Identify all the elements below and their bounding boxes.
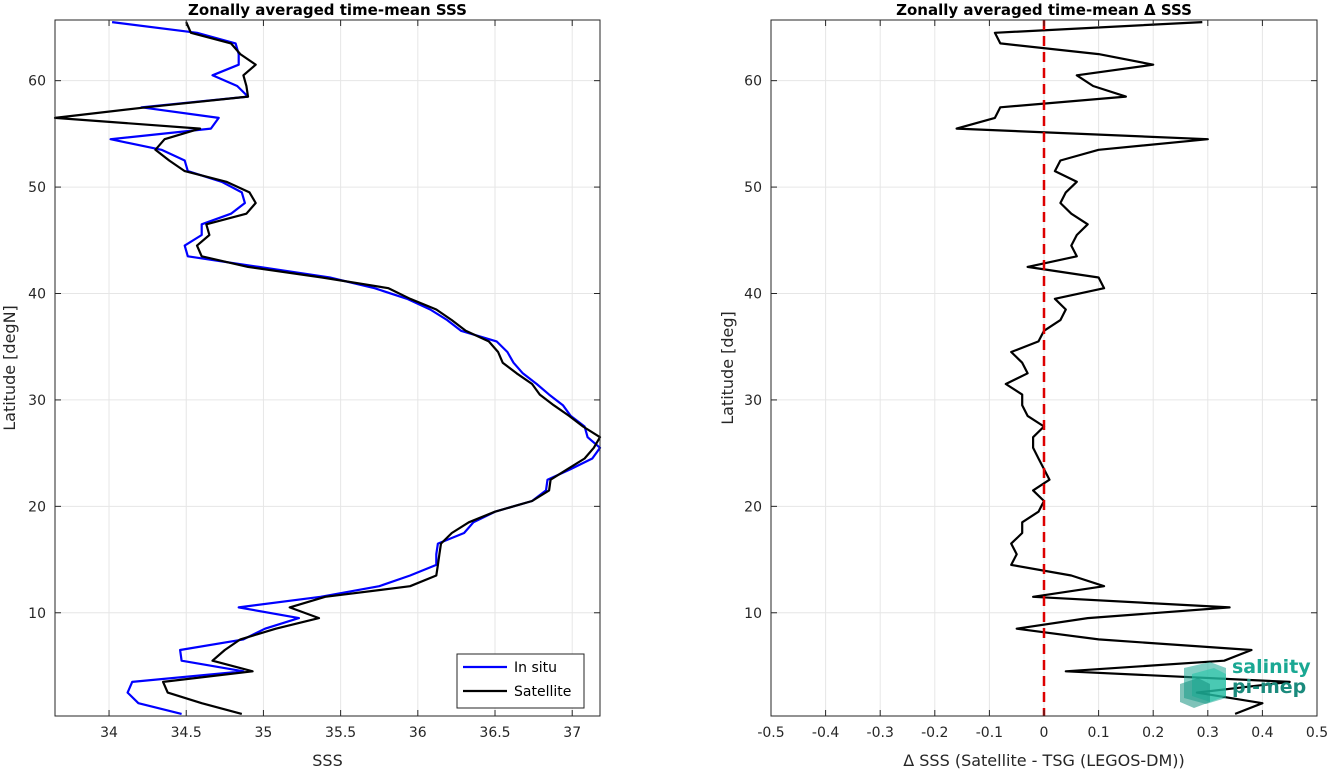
logo-text-line2: pi-mep (1232, 676, 1307, 698)
series-line-delta-sss (955, 21, 1291, 715)
logo-mark-icon (1180, 662, 1226, 708)
grid (55, 20, 600, 716)
x-tick-label: 0.3 (1197, 725, 1219, 741)
delta-sss-profile-panel: -0.5 -0.4 -0.3 -0.2 -0.1 0 0.1 0.2 0.3 0.4 0.5 10 20… (718, 1, 1328, 769)
x-axis-label: Δ SSS (Satellite - TSG (LEGOS-DM)) (903, 751, 1185, 769)
legend-box (456, 653, 585, 709)
x-axis-label: SSS (312, 751, 342, 769)
series-line-satellite (53, 21, 602, 715)
x-tick-label: -0.4 (812, 725, 839, 741)
y-tick-label: 10 (744, 606, 762, 622)
y-tick-label: 50 (744, 180, 762, 196)
data-lines (53, 21, 602, 715)
x-tick-label: -0.2 (921, 725, 948, 741)
x-tick-label: 36.5 (479, 725, 510, 741)
ticks: 34 34.5 35 35.5 36 36.5 37 10 20 30 40 50 60 (28, 20, 600, 741)
y-tick-label: 20 (744, 499, 762, 515)
ticks: -0.5 -0.4 -0.3 -0.2 -0.1 0 0.1 0.2 0.3 0.4 0.5 10 20… (744, 20, 1328, 741)
x-tick-label: -0.3 (867, 725, 894, 741)
chart-title: Zonally averaged time-mean Δ SSS (896, 1, 1192, 19)
salinity-pi-mep-logo: salinity pi-mep (1176, 654, 1326, 710)
x-tick-label: 0.5 (1306, 725, 1328, 741)
x-tick-label: 35 (255, 725, 273, 741)
sss-profile-panel: 34 34.5 35 35.5 36 36.5 37 10 20 30 40 50 60 Zonally… (0, 1, 602, 769)
x-tick-label: 0.1 (1087, 725, 1109, 741)
legend: In situ Satellite (456, 653, 585, 709)
y-tick-label: 30 (744, 393, 762, 409)
x-tick-label: 37 (563, 725, 581, 741)
y-tick-label: 60 (744, 74, 762, 90)
data-lines (955, 20, 1291, 716)
x-tick-label: 36 (409, 725, 427, 741)
x-tick-label: 34.5 (171, 725, 202, 741)
y-tick-label: 30 (28, 393, 46, 409)
y-tick-label: 20 (28, 499, 46, 515)
y-tick-label: 50 (28, 180, 46, 196)
y-tick-label: 40 (28, 287, 46, 303)
chart-title: Zonally averaged time-mean SSS (188, 1, 467, 19)
legend-label-satellite: Satellite (514, 684, 571, 700)
x-tick-label: 0.4 (1251, 725, 1273, 741)
y-tick-label: 60 (28, 74, 46, 90)
series-line-in-situ (109, 21, 602, 715)
y-tick-label: 10 (28, 606, 46, 622)
x-tick-label: 0 (1040, 725, 1049, 741)
x-tick-label: -0.5 (757, 725, 784, 741)
x-tick-label: 0.2 (1142, 725, 1164, 741)
y-tick-label: 40 (744, 287, 762, 303)
logo-text-line1: salinity (1232, 656, 1311, 678)
x-tick-label: 34 (100, 725, 118, 741)
legend-label-in-situ: In situ (514, 660, 557, 676)
axes-frame (54, 19, 601, 717)
y-axis-label: Latitude [deg] (718, 311, 737, 425)
x-tick-label: -0.1 (976, 725, 1003, 741)
x-tick-label: 35.5 (325, 725, 356, 741)
y-axis-label: Latitude [degN] (0, 305, 19, 431)
